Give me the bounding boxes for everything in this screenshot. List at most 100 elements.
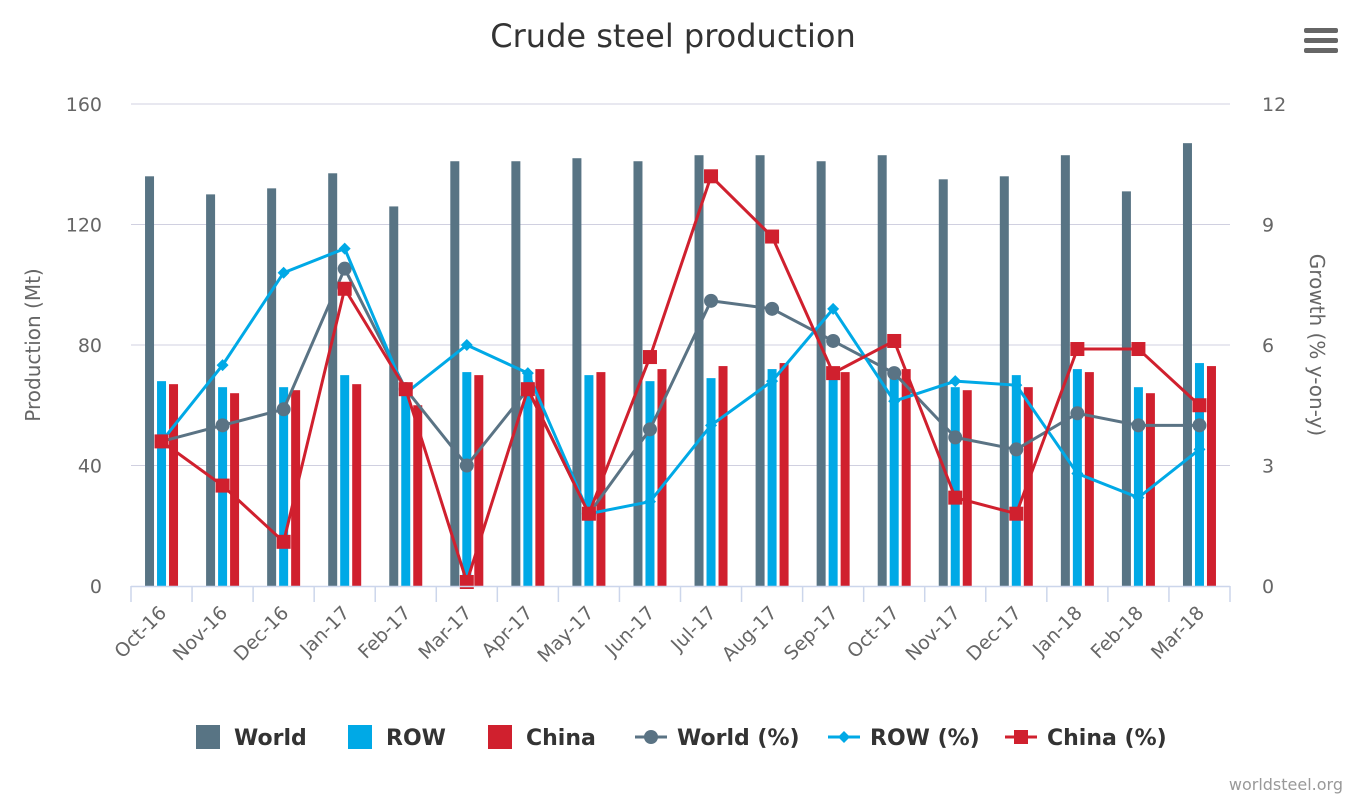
bar-world [511, 161, 521, 587]
bar-world [572, 158, 582, 586]
bar-china [1023, 387, 1033, 586]
point [337, 261, 352, 276]
bar-china [169, 384, 179, 586]
bar-row [523, 375, 533, 586]
point [826, 333, 841, 348]
point [888, 395, 901, 408]
bar-world [450, 161, 460, 587]
bar-world [694, 155, 704, 586]
credit[interactable]: worldsteel.org [1229, 775, 1343, 794]
legend-label: ROW [386, 726, 446, 751]
point [520, 382, 535, 397]
bar-world [816, 161, 826, 587]
y-axis-label: Production (Mt) [21, 268, 45, 421]
bar-row [279, 387, 289, 586]
legend-marker [838, 731, 850, 743]
legend-marker [1014, 730, 1028, 744]
bar-world [1060, 155, 1070, 586]
y2-axis-label: Growth (% y-on-y) [1305, 254, 1329, 436]
point [766, 375, 779, 388]
x-tick-label: Apr-17 [478, 602, 538, 662]
legend-item[interactable]: ROW (%) [828, 726, 980, 751]
line-row- [160, 246, 1201, 516]
y-tick-label: 160 [66, 94, 102, 116]
bar-world [206, 194, 216, 586]
point [765, 301, 780, 316]
y-tick-label: 0 [90, 576, 102, 598]
point [276, 402, 291, 417]
point [581, 506, 596, 521]
point [705, 419, 718, 432]
legend-item[interactable]: World [196, 725, 307, 751]
legend-swatch [488, 725, 512, 749]
legend-label: World [234, 726, 307, 751]
bar-row [1133, 387, 1143, 586]
bar-china [474, 375, 484, 586]
point [460, 339, 473, 351]
bar-china [901, 369, 911, 586]
bar-china [352, 384, 362, 586]
x-tick-label: Dec-16 [230, 602, 294, 666]
bar-world [877, 155, 887, 586]
bar-china [413, 405, 423, 586]
bar-row [157, 381, 167, 586]
bar-world [1182, 143, 1192, 586]
point [459, 458, 474, 473]
bar-world [633, 161, 643, 587]
legend-label: China (%) [1047, 726, 1167, 751]
legend-swatch [196, 725, 220, 749]
x-tick-label: May-17 [533, 602, 598, 667]
bar-row [340, 375, 350, 586]
legend-marker [644, 730, 658, 744]
point [459, 574, 474, 589]
line-china- [160, 173, 1201, 587]
point [1009, 506, 1024, 521]
point [887, 366, 902, 381]
bar-row [950, 387, 960, 586]
point [215, 478, 230, 493]
legend-label: World (%) [677, 726, 800, 751]
point [1132, 491, 1145, 504]
legend-item[interactable]: China (%) [1005, 726, 1167, 751]
point [1070, 342, 1085, 357]
point [1009, 442, 1024, 457]
point [827, 302, 840, 315]
bar-row [462, 372, 472, 586]
chart-title: Crude steel production [490, 17, 855, 55]
bar-china [1206, 366, 1216, 586]
bar-row [706, 378, 716, 586]
bar-row [767, 369, 777, 586]
x-tick-label: Sep-17 [780, 602, 843, 665]
bar-world [328, 173, 338, 586]
legend-label: ROW (%) [870, 726, 980, 751]
bar-world [267, 188, 277, 586]
x-tick-label: Aug-17 [718, 602, 782, 666]
point [887, 333, 902, 348]
point [521, 367, 534, 380]
point [826, 366, 841, 381]
point [765, 229, 780, 244]
legend-item[interactable]: ROW [348, 725, 446, 751]
point [276, 534, 291, 549]
point [338, 242, 351, 255]
legend-label: China [526, 726, 596, 751]
point [337, 281, 352, 296]
point [215, 418, 230, 433]
point [643, 495, 656, 508]
x-tick-label: Mar-18 [1147, 602, 1209, 664]
legend-item[interactable]: China [488, 725, 596, 751]
legend-item[interactable]: World (%) [635, 726, 800, 751]
point [1070, 406, 1085, 421]
x-tick-label: Feb-17 [354, 602, 415, 663]
point [1131, 342, 1146, 357]
bar-china [535, 369, 545, 586]
bar-world [938, 179, 948, 586]
bar-world [1121, 191, 1131, 587]
hamburger-menu-icon[interactable] [1304, 28, 1338, 58]
point [277, 266, 290, 279]
line-world- [161, 265, 1200, 517]
y2-tick-label: 9 [1262, 215, 1274, 237]
point [642, 350, 657, 365]
bar-row [645, 381, 655, 586]
